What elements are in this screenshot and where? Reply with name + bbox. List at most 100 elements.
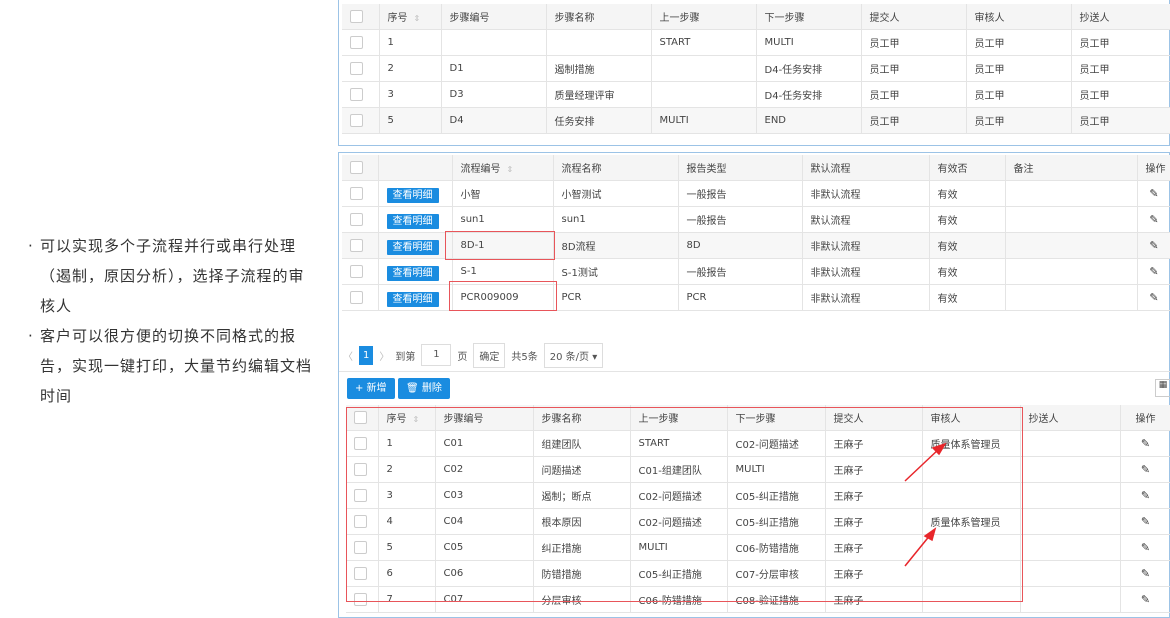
checkbox-cell[interactable]	[346, 586, 379, 613]
sort-icon[interactable]: ⇕	[506, 164, 514, 174]
edit-icon[interactable]: ✎	[1149, 290, 1159, 304]
header-cell[interactable]: 下一步骤	[727, 405, 826, 431]
view-details-button[interactable]: 查看明细	[386, 213, 439, 229]
header-cell[interactable]: 备注	[1005, 155, 1138, 181]
header-cell[interactable]: 抄送人	[1071, 4, 1170, 30]
prev-page-icon[interactable]: 〈	[343, 351, 353, 363]
confirm-button[interactable]: 确定	[473, 342, 506, 368]
checkbox-cell[interactable]	[342, 232, 379, 259]
table-cell: START	[630, 430, 728, 457]
header-cell[interactable]: 流程编号 ⇕	[452, 155, 554, 181]
row-checkbox[interactable]	[350, 238, 363, 252]
row-checkbox[interactable]	[354, 436, 367, 450]
header-cell[interactable]: 序号 ⇕	[378, 405, 436, 431]
checkbox-cell[interactable]	[342, 180, 379, 207]
edit-icon[interactable]: ✎	[1149, 238, 1159, 252]
column-settings-icon[interactable]: ▦	[1155, 379, 1170, 397]
edit-icon[interactable]: ✎	[1149, 186, 1159, 200]
checkbox-cell[interactable]	[342, 81, 380, 108]
header-cell[interactable]: 审核人	[922, 405, 1021, 431]
sort-icon[interactable]: ⇕	[413, 13, 421, 23]
select-all-cell[interactable]	[342, 4, 380, 30]
row-checkbox[interactable]	[350, 61, 363, 75]
row-checkbox[interactable]	[350, 9, 363, 23]
header-cell[interactable]: 提交人	[825, 405, 923, 431]
row-checkbox[interactable]	[354, 410, 367, 424]
edit-cell: ✎	[1137, 284, 1170, 311]
view-details-button[interactable]: 查看明细	[386, 239, 439, 255]
checkbox-cell[interactable]	[342, 206, 379, 233]
checkbox-cell[interactable]	[342, 284, 379, 311]
row-checkbox[interactable]	[350, 35, 363, 49]
row-checkbox[interactable]	[350, 290, 363, 304]
checkbox-cell[interactable]	[342, 29, 380, 56]
row-checkbox[interactable]	[354, 462, 367, 476]
view-details-button[interactable]: 查看明细	[386, 265, 439, 281]
row-checkbox[interactable]	[354, 514, 367, 528]
sort-icon[interactable]: ⇕	[412, 414, 420, 424]
view-details-button[interactable]: 查看明细	[386, 291, 439, 307]
arrow-icon	[904, 447, 941, 482]
checkbox-cell[interactable]	[346, 430, 379, 457]
add-button[interactable]: + 新增	[347, 378, 395, 399]
checkbox-cell[interactable]	[342, 107, 380, 134]
edit-icon[interactable]: ✎	[1149, 212, 1159, 226]
view-details-button[interactable]: 查看明细	[386, 187, 439, 203]
checkbox-cell[interactable]	[346, 482, 379, 509]
header-cell[interactable]: 序号 ⇕	[379, 4, 442, 30]
row-checkbox[interactable]	[350, 264, 363, 278]
header-cell[interactable]: 操作	[1120, 405, 1170, 431]
row-checkbox[interactable]	[350, 186, 363, 200]
header-cell[interactable]: 步骤名称	[533, 405, 631, 431]
checkbox-cell[interactable]	[346, 534, 379, 561]
edit-icon[interactable]: ✎	[1140, 566, 1151, 580]
select-all-cell[interactable]	[346, 405, 379, 431]
row-checkbox[interactable]	[354, 488, 367, 502]
cell-text: 3	[387, 88, 394, 100]
checkbox-cell[interactable]	[346, 508, 379, 535]
delete-button[interactable]: 🗑 删除	[398, 378, 450, 399]
header-cell[interactable]: 有效否	[929, 155, 1006, 181]
edit-icon[interactable]: ✎	[1140, 436, 1151, 450]
next-page-icon[interactable]: 〉	[379, 351, 390, 363]
header-cell[interactable]: 上一步骤	[630, 405, 728, 431]
header-cell[interactable]: 上一步骤	[651, 4, 757, 30]
table-cell: sun1	[553, 206, 679, 233]
header-cell[interactable]: 步骤编号	[435, 405, 534, 431]
header-cell[interactable]: 抄送人	[1020, 405, 1121, 431]
header-cell[interactable]: 步骤名称	[546, 4, 652, 30]
row-checkbox[interactable]	[354, 540, 367, 554]
checkbox-cell[interactable]	[346, 456, 379, 483]
edit-icon[interactable]: ✎	[1140, 462, 1151, 476]
edit-cell: ✎	[1120, 534, 1170, 561]
page-input[interactable]: 1	[421, 344, 452, 366]
edit-icon[interactable]: ✎	[1140, 514, 1151, 528]
row-checkbox[interactable]	[350, 87, 363, 101]
header-cell[interactable]: 默认流程	[802, 155, 930, 181]
header-cell[interactable]: 步骤编号	[441, 4, 547, 30]
row-checkbox[interactable]	[354, 566, 367, 580]
total-count: 共5条	[511, 351, 538, 363]
cell-text: 遏制措施	[554, 64, 595, 76]
page-1-button[interactable]: 1	[359, 345, 374, 365]
table-cell: 8D流程	[553, 232, 679, 259]
edit-icon[interactable]: ✎	[1140, 592, 1151, 606]
row-checkbox[interactable]	[354, 592, 367, 606]
page-size-select[interactable]: 20 条/页 ▾	[543, 342, 604, 368]
edit-icon[interactable]: ✎	[1149, 264, 1159, 278]
row-checkbox[interactable]	[350, 212, 363, 226]
header-cell[interactable]: 报告类型	[678, 155, 803, 181]
header-cell[interactable]: 审核人	[966, 4, 1072, 30]
edit-icon[interactable]: ✎	[1140, 488, 1151, 502]
checkbox-cell[interactable]	[342, 258, 379, 285]
header-cell[interactable]: 提交人	[861, 4, 967, 30]
header-cell[interactable]: 流程名称	[553, 155, 679, 181]
checkbox-cell[interactable]	[342, 55, 380, 82]
row-checkbox[interactable]	[350, 160, 363, 174]
select-all-cell[interactable]	[342, 155, 379, 181]
header-cell[interactable]: 下一步骤	[756, 4, 862, 30]
checkbox-cell[interactable]	[346, 560, 379, 587]
row-checkbox[interactable]	[350, 113, 363, 127]
header-cell[interactable]: 操作	[1137, 155, 1170, 181]
edit-icon[interactable]: ✎	[1140, 540, 1151, 554]
